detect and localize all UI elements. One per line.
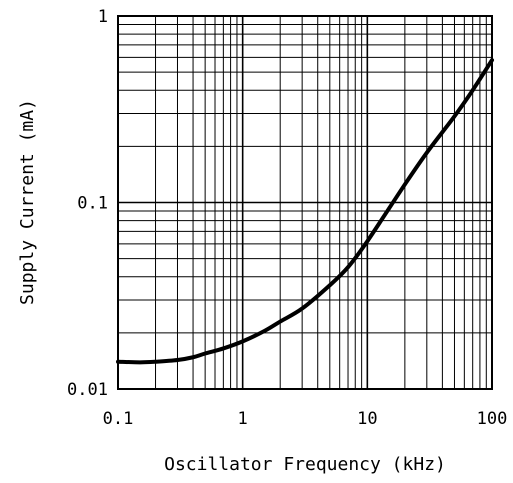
x-axis-title: Oscillator Frequency (kHz) xyxy=(164,454,446,475)
y-axis-title: Supply Current (mA) xyxy=(17,99,38,305)
x-tick-label: 10 xyxy=(357,409,377,429)
tick-labels: 0.1 1 10 100 0.01 0.1 1 xyxy=(67,7,507,429)
series-layer xyxy=(116,58,494,365)
supply-current-curve xyxy=(116,58,494,365)
grid xyxy=(117,16,492,390)
x-tick-label: 1 xyxy=(238,409,248,429)
x-tick-label: 100 xyxy=(477,409,508,429)
y-tick-label: 0.1 xyxy=(77,194,108,214)
y-tick-label: 1 xyxy=(98,7,108,27)
y-tick-label: 0.01 xyxy=(67,380,108,400)
x-tick-label: 0.1 xyxy=(103,409,134,429)
plot-frame xyxy=(117,15,493,390)
